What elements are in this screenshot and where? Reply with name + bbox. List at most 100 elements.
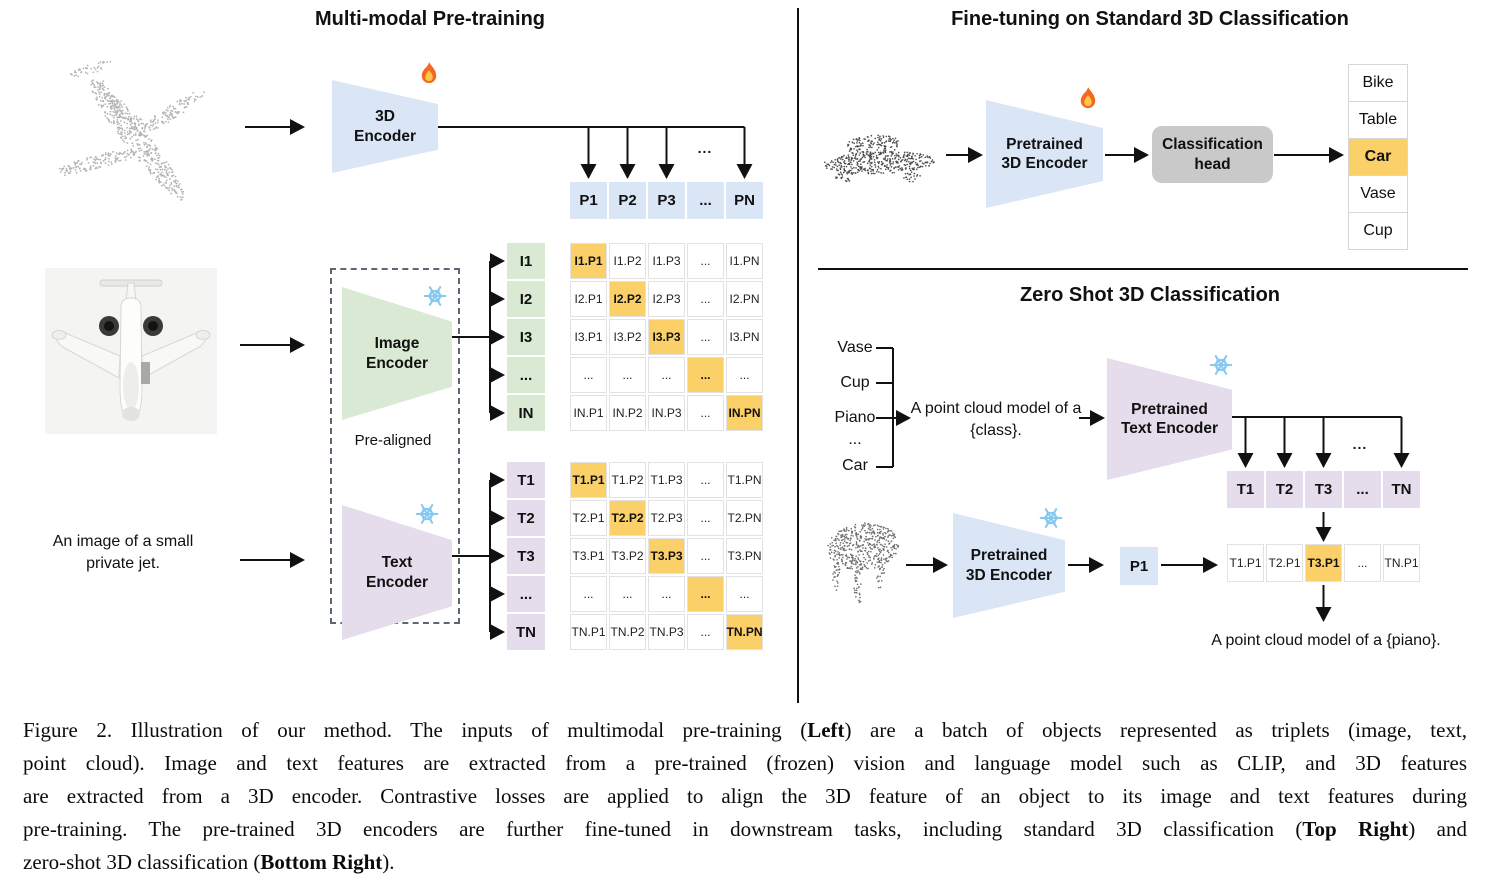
matrix-cell: ...	[687, 462, 724, 498]
class-prompt-word: ...	[848, 431, 862, 448]
t-feature-row: T1 T2 T3... TN	[1227, 471, 1420, 508]
matrix-cell: I1.P1	[570, 243, 607, 279]
prompt-template-text: A point cloud model of a {class}.	[910, 400, 1082, 439]
p-row-ellipsis: ...	[697, 140, 713, 156]
class-cell: Vase	[1348, 175, 1408, 213]
fire-icon	[415, 60, 443, 93]
matrix-cell: I3.P2	[609, 319, 646, 355]
t-cell: TN	[1383, 471, 1420, 508]
matrix-cell: T1.P1	[570, 462, 607, 498]
finetune-panel-title: Fine-tuning on Standard 3D Classificatio…	[951, 8, 1349, 30]
matrix-cell: T3.P1	[570, 538, 607, 574]
text-encoder-label: Text Encoder	[365, 554, 428, 591]
matrix-cell: I2.P2	[609, 281, 646, 317]
matrix-cell: I3.PN	[726, 319, 763, 355]
pretrained-text-encoder-label: Pretrained Text Encoder	[1120, 400, 1219, 437]
piano-point-cloud	[827, 522, 900, 604]
class-cell: Bike	[1348, 64, 1408, 102]
pre-aligned-label: Pre-aligned	[354, 432, 432, 449]
image-point-similarity-matrix: I1.P1 I1.P2 I1.P3... I1.PN I2.P1 I2.P2 I2.P3..…	[570, 243, 763, 431]
matrix-cell: I2.P1	[570, 281, 607, 317]
matrix-cell: I3.P3	[648, 319, 685, 355]
p-cell: P2	[609, 182, 646, 219]
snowflake-icon	[1038, 505, 1064, 536]
matrix-cell: ...	[687, 243, 724, 279]
matrix-cell: ...	[687, 319, 724, 355]
class-cell: Table	[1348, 101, 1408, 139]
caption-line: are extracted from a 3D encoder. Contras…	[23, 784, 1467, 808]
i-cell: ...	[507, 357, 545, 393]
i-cell: I1	[507, 243, 545, 279]
snowflake-icon	[1208, 352, 1234, 383]
matrix-cell: T2.P1	[570, 500, 607, 536]
matrix-cell: I1.PN	[726, 243, 763, 279]
result-cell: ...	[1344, 544, 1381, 582]
matrix-cell: I2.PN	[726, 281, 763, 317]
classification-head-label: Classification head	[1162, 136, 1263, 173]
matrix-cell: IN.PN	[726, 395, 763, 431]
matrix-cell: T2.P3	[648, 500, 685, 536]
car-point-cloud	[824, 134, 935, 183]
p1-feature-cell: P1	[1120, 547, 1158, 585]
i-cell: I2	[507, 281, 545, 317]
t-cell: ...	[507, 576, 545, 612]
caption-line: Figure 2. Illustration of our method. Th…	[23, 718, 1467, 742]
matrix-cell: ...	[687, 538, 724, 574]
classification-head-block: Classification head	[1152, 126, 1273, 183]
matrix-cell: ...	[570, 576, 607, 612]
t-cell: T2	[507, 500, 545, 536]
matrix-cell: T3.P2	[609, 538, 646, 574]
matrix-cell: TN.P1	[570, 614, 607, 650]
t-cell: T2	[1266, 471, 1303, 508]
pretrained-3d-encoder-label: Pretrained 3D Encoder	[965, 547, 1053, 584]
image-encoder-label: Image Encoder	[365, 335, 428, 372]
matrix-cell: IN.P2	[609, 395, 646, 431]
matrix-cell: IN.P3	[648, 395, 685, 431]
t-cell: T3	[1305, 471, 1342, 508]
t-cell: T1	[1227, 471, 1264, 508]
matrix-cell: ...	[687, 500, 724, 536]
caption-line: zero-shot 3D classification (Bottom Righ…	[23, 850, 395, 874]
similarity-result-row: T1.P1 T2.P1 T3.P1... TN.P1	[1227, 544, 1420, 582]
result-cell: T3.P1	[1305, 544, 1342, 582]
t-cell: ...	[1344, 471, 1381, 508]
class-cell: Cup	[1348, 212, 1408, 250]
matrix-cell: ...	[687, 281, 724, 317]
text-input-caption: An image of a small private jet.	[52, 533, 194, 572]
t-row-ellipsis: ...	[1352, 436, 1368, 452]
zeroshot-panel-title: Zero Shot 3D Classification	[1019, 284, 1281, 306]
matrix-cell: T1.PN	[726, 462, 763, 498]
result-cell: T1.P1	[1227, 544, 1264, 582]
class-prompt-word: Vase	[837, 339, 873, 356]
matrix-cell: TN.P2	[609, 614, 646, 650]
matrix-cell: I3.P1	[570, 319, 607, 355]
matrix-cell: ...	[648, 576, 685, 612]
matrix-cell: ...	[687, 395, 724, 431]
snowflake-icon	[414, 501, 440, 532]
p1-feature-cell-wrap: P1	[1120, 547, 1158, 585]
class-prompt-word: Cup	[840, 374, 870, 391]
3d-encoder-label: 3D Encoder	[353, 108, 416, 145]
matrix-cell: ...	[609, 357, 646, 393]
pretrained-3d-encoder-label: Pretrained 3D Encoder	[1001, 135, 1088, 172]
fire-icon	[1074, 85, 1102, 118]
matrix-cell: ...	[570, 357, 607, 393]
i-feature-column: I1 I2 I3... IN	[507, 243, 545, 431]
zeroshot-result-text: A point cloud model of a {piano}.	[1211, 632, 1441, 649]
t-cell: T3	[507, 538, 545, 574]
left-panel-title: Multi-modal Pre-training	[315, 8, 545, 30]
3d-encoder-block: 3D Encoder	[332, 80, 438, 173]
class-cell: Car	[1348, 138, 1408, 176]
caption-line: pre-training. The pre-trained 3D encoder…	[23, 817, 1467, 841]
matrix-cell: T3.PN	[726, 538, 763, 574]
caption-line: point cloud). Image and text features ar…	[23, 751, 1467, 775]
private-jet-photo	[45, 268, 217, 434]
result-cell: TN.P1	[1383, 544, 1420, 582]
matrix-cell: TN.PN	[726, 614, 763, 650]
t-cell: TN	[507, 614, 545, 650]
class-prompt-word: Piano	[834, 409, 876, 426]
airplane-point-cloud	[58, 60, 205, 201]
figure-caption: Figure 2. Illustration of our method. Th…	[23, 714, 1467, 879]
matrix-cell: ...	[726, 576, 763, 612]
